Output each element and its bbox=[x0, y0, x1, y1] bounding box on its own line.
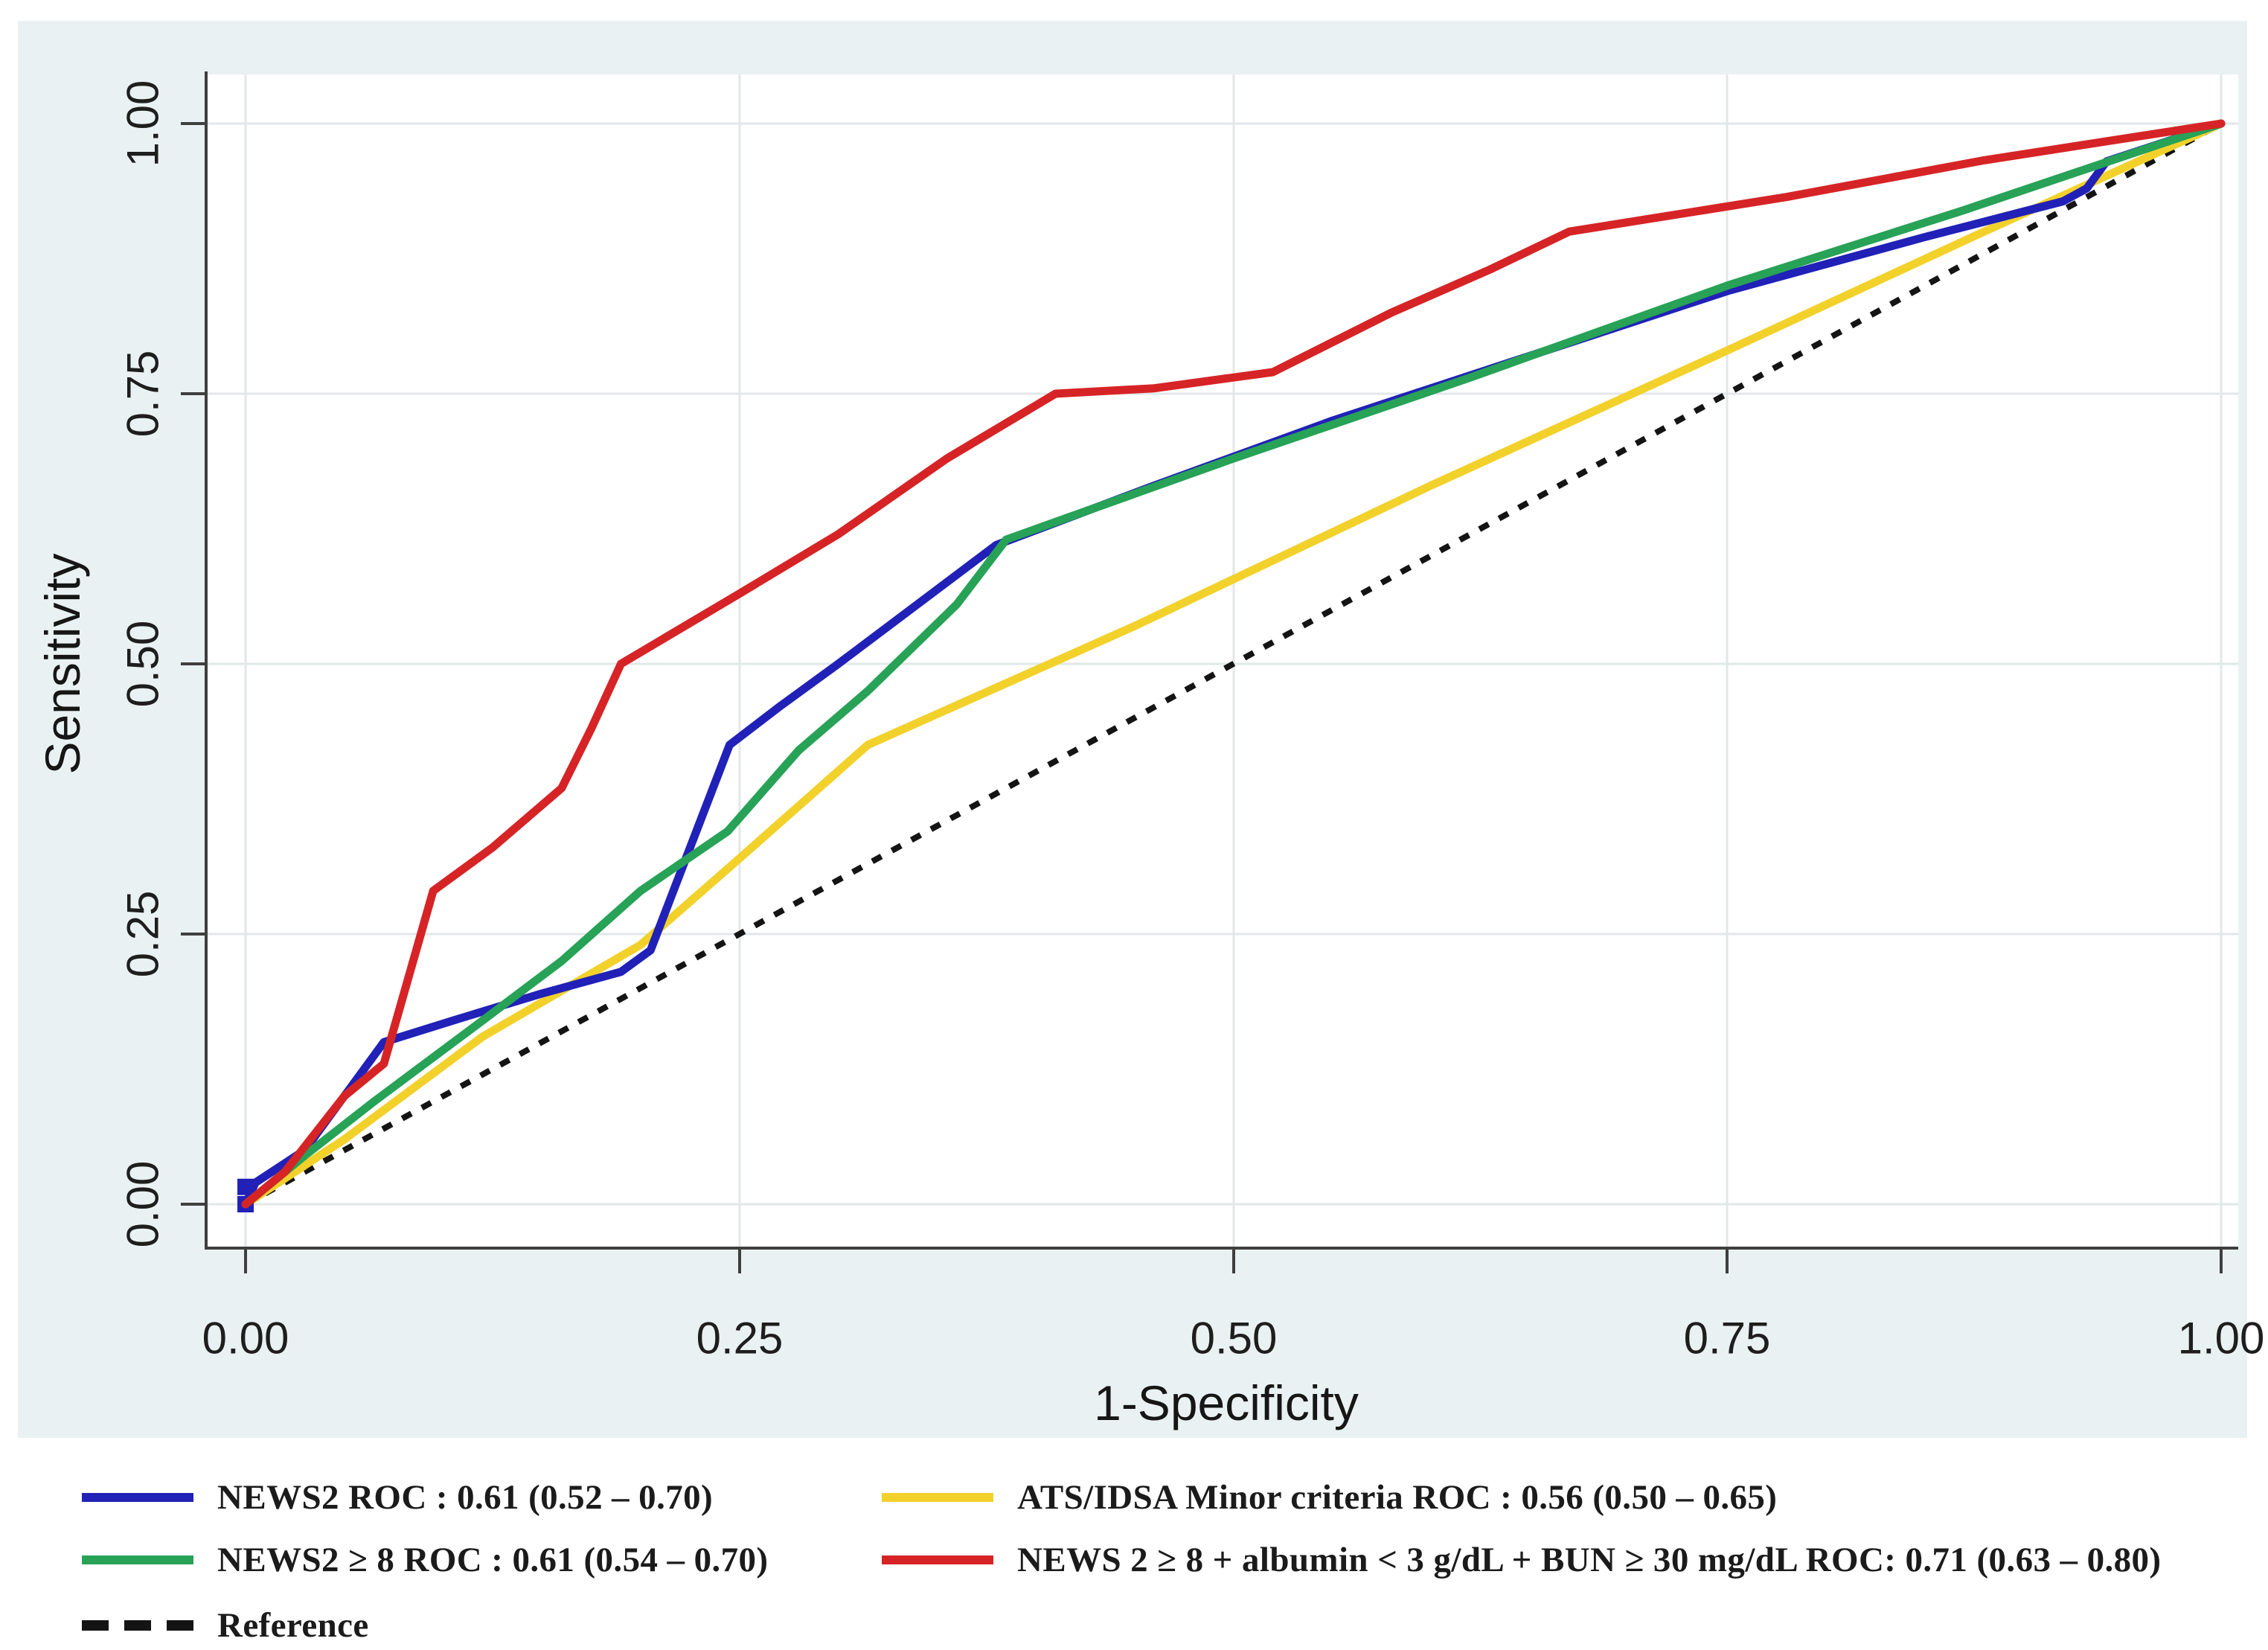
x-tick-label: 0.25 bbox=[696, 1313, 784, 1363]
y-tick-label: 0.50 bbox=[118, 620, 168, 708]
figure-background bbox=[18, 21, 2247, 1438]
legend-swatch-news2-ge8 bbox=[82, 1555, 193, 1564]
legend-label: NEWS2 ROC : 0.61 (0.52 – 0.70) bbox=[217, 1478, 714, 1517]
legend-label: ATS/IDSA Minor criteria ROC : 0.56 (0.50… bbox=[1017, 1478, 1778, 1517]
x-tick-label: 0.00 bbox=[202, 1313, 289, 1363]
legend-entry-ats-idsa: ATS/IDSA Minor criteria ROC : 0.56 (0.50… bbox=[882, 1475, 1777, 1520]
legend-label: Reference bbox=[217, 1606, 369, 1645]
legend-entry-news2: NEWS2 ROC : 0.61 (0.52 – 0.70) bbox=[82, 1475, 713, 1520]
legend-entry-reference: Reference bbox=[82, 1603, 369, 1648]
y-tick-label: 1.00 bbox=[118, 80, 168, 167]
legend-label: NEWS2 ≥ 8 ROC : 0.61 (0.54 – 0.70) bbox=[217, 1541, 769, 1579]
y-axis-title: Sensitivity bbox=[35, 553, 90, 775]
x-axis-title: 1-Specificity bbox=[1094, 1375, 1359, 1430]
x-tick-label: 0.75 bbox=[1683, 1313, 1771, 1363]
legend-entry-news2-albumin-bun: NEWS 2 ≥ 8 + albumin < 3 g/dL + BUN ≥ 30… bbox=[882, 1538, 2161, 1582]
x-tick-label: 1.00 bbox=[2177, 1313, 2265, 1363]
legend-swatch-news2-albumin-bun bbox=[882, 1555, 993, 1564]
legend-swatch-ats-idsa bbox=[882, 1493, 993, 1502]
y-tick-label: 0.75 bbox=[118, 350, 168, 438]
legend-swatch-reference bbox=[82, 1620, 193, 1631]
legend-label: NEWS 2 ≥ 8 + albumin < 3 g/dL + BUN ≥ 30… bbox=[1017, 1541, 2162, 1579]
legend-entry-news2-ge8: NEWS2 ≥ 8 ROC : 0.61 (0.54 – 0.70) bbox=[82, 1538, 768, 1582]
y-tick-label: 0.25 bbox=[118, 890, 168, 978]
x-tick-label: 0.50 bbox=[1190, 1313, 1278, 1363]
y-tick-label: 0.00 bbox=[118, 1160, 168, 1248]
legend-swatch-news2 bbox=[82, 1493, 193, 1502]
